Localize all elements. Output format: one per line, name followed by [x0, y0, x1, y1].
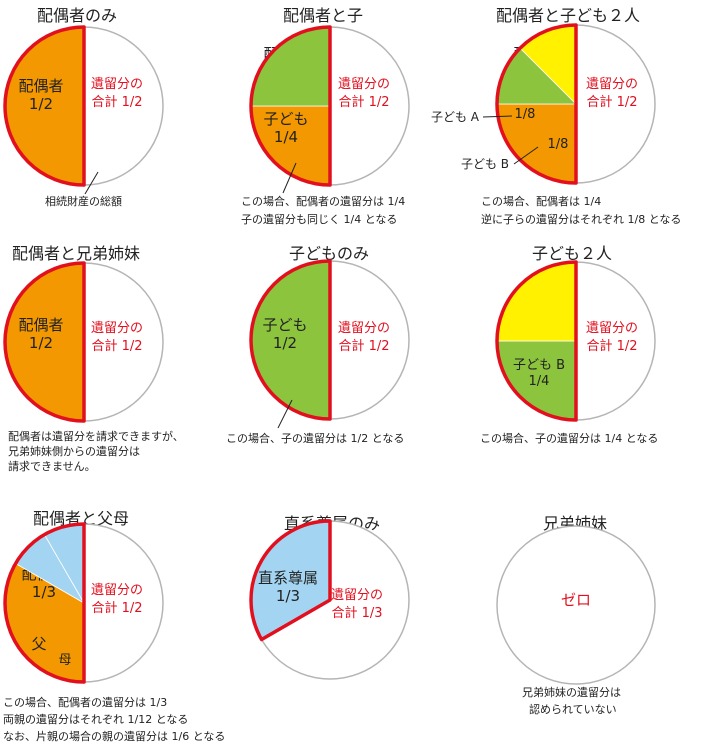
note-line: 請求できません。 — [8, 460, 96, 473]
note-line: この場合、配偶者の遺留分は 1/3 — [3, 696, 168, 709]
remainder-label: 遺留分の合計 1/2 — [586, 321, 638, 354]
note-line: 兄弟姉妹側からの遺留分は — [8, 445, 140, 458]
pie-circle — [496, 525, 656, 685]
callout-line — [482, 115, 513, 118]
remainder-label: 遺留分の合計 1/2 — [91, 77, 143, 110]
section-title: 子どものみ — [289, 244, 370, 263]
slice-label: 直系尊属 1/3 — [258, 569, 318, 605]
callout-line — [282, 162, 297, 194]
reserved-share-outline — [249, 259, 332, 421]
remainder-label: 遺留分の合計 1/2 — [91, 321, 143, 354]
slice-label: 配偶者 1/2 — [18, 316, 63, 352]
slice-label: 母 — [58, 653, 71, 668]
reserved-share-outline — [495, 260, 578, 422]
section-title: 子ども２人 — [532, 244, 613, 263]
note-line: 両親の遺留分はそれぞれ 1/12 となる — [3, 713, 189, 726]
remainder-label: 遺留分の合計 1/2 — [338, 77, 390, 110]
note-line: 子の遺留分も同じく 1/4 となる — [241, 213, 398, 226]
slice-label: 子ども B 1/4 — [513, 358, 565, 389]
callout-line — [513, 146, 539, 165]
note-line: この場合、配偶者の遺留分は 1/4 — [241, 195, 406, 208]
section-title: 配偶者と子ども２人 — [496, 6, 641, 25]
section-title: 配偶者と兄弟姉妹 — [12, 244, 141, 263]
note-line: この場合、子の遺留分は 1/2 となる — [226, 432, 405, 445]
note-line: この場合、配偶者は 1/4 — [481, 195, 602, 208]
slice-label: 1/8 — [548, 137, 569, 152]
section-title: 配偶者のみ — [37, 6, 118, 25]
callout-child-b: 子ども B — [461, 157, 509, 171]
reserved-share-outline — [249, 25, 332, 187]
section-title: 配偶者と子 — [283, 6, 364, 25]
slice-label: 1/8 — [515, 107, 536, 122]
reserved-share-outline — [495, 23, 578, 185]
note-line: 認められていない — [529, 703, 617, 716]
callout-line — [84, 171, 99, 195]
reserved-share-outline — [3, 261, 86, 423]
note-line: 逆に子らの遺留分はそれぞれ 1/8 となる — [481, 213, 682, 226]
reserved-share-outline — [3, 25, 86, 187]
slice-label: 子ども 1/4 — [263, 110, 308, 146]
slice-label: 配偶者 1/2 — [18, 77, 63, 113]
estate-total-note: 相続財産の総額 — [45, 195, 122, 208]
remainder-label: 遺留分の合計 1/2 — [338, 321, 390, 354]
slice-label: 子ども 1/2 — [262, 316, 307, 352]
reserved-share-outline — [249, 519, 332, 642]
note-line: 配偶者は遺留分を請求できますが、 — [8, 430, 184, 443]
note-line: なお、片親の場合の親の遺留分は 1/6 となる — [3, 730, 226, 743]
slice-label: 父 — [31, 635, 46, 653]
note-line: この場合、子の遺留分は 1/4 となる — [480, 432, 659, 445]
section-title: 配偶者と父母 — [33, 509, 130, 528]
remainder-label: 遺留分の合計 1/2 — [586, 77, 638, 110]
remainder-label: 遺留分の合計 1/3 — [331, 588, 383, 621]
remainder-label: 遺留分の合計 1/2 — [91, 583, 143, 616]
remainder-label: ゼロ — [561, 591, 591, 609]
callout-child-a: 子ども A — [431, 110, 480, 124]
note-line: 兄弟姉妹の遺留分は — [522, 686, 621, 699]
reserved-share-outline — [3, 522, 86, 684]
callout-line — [277, 399, 293, 429]
